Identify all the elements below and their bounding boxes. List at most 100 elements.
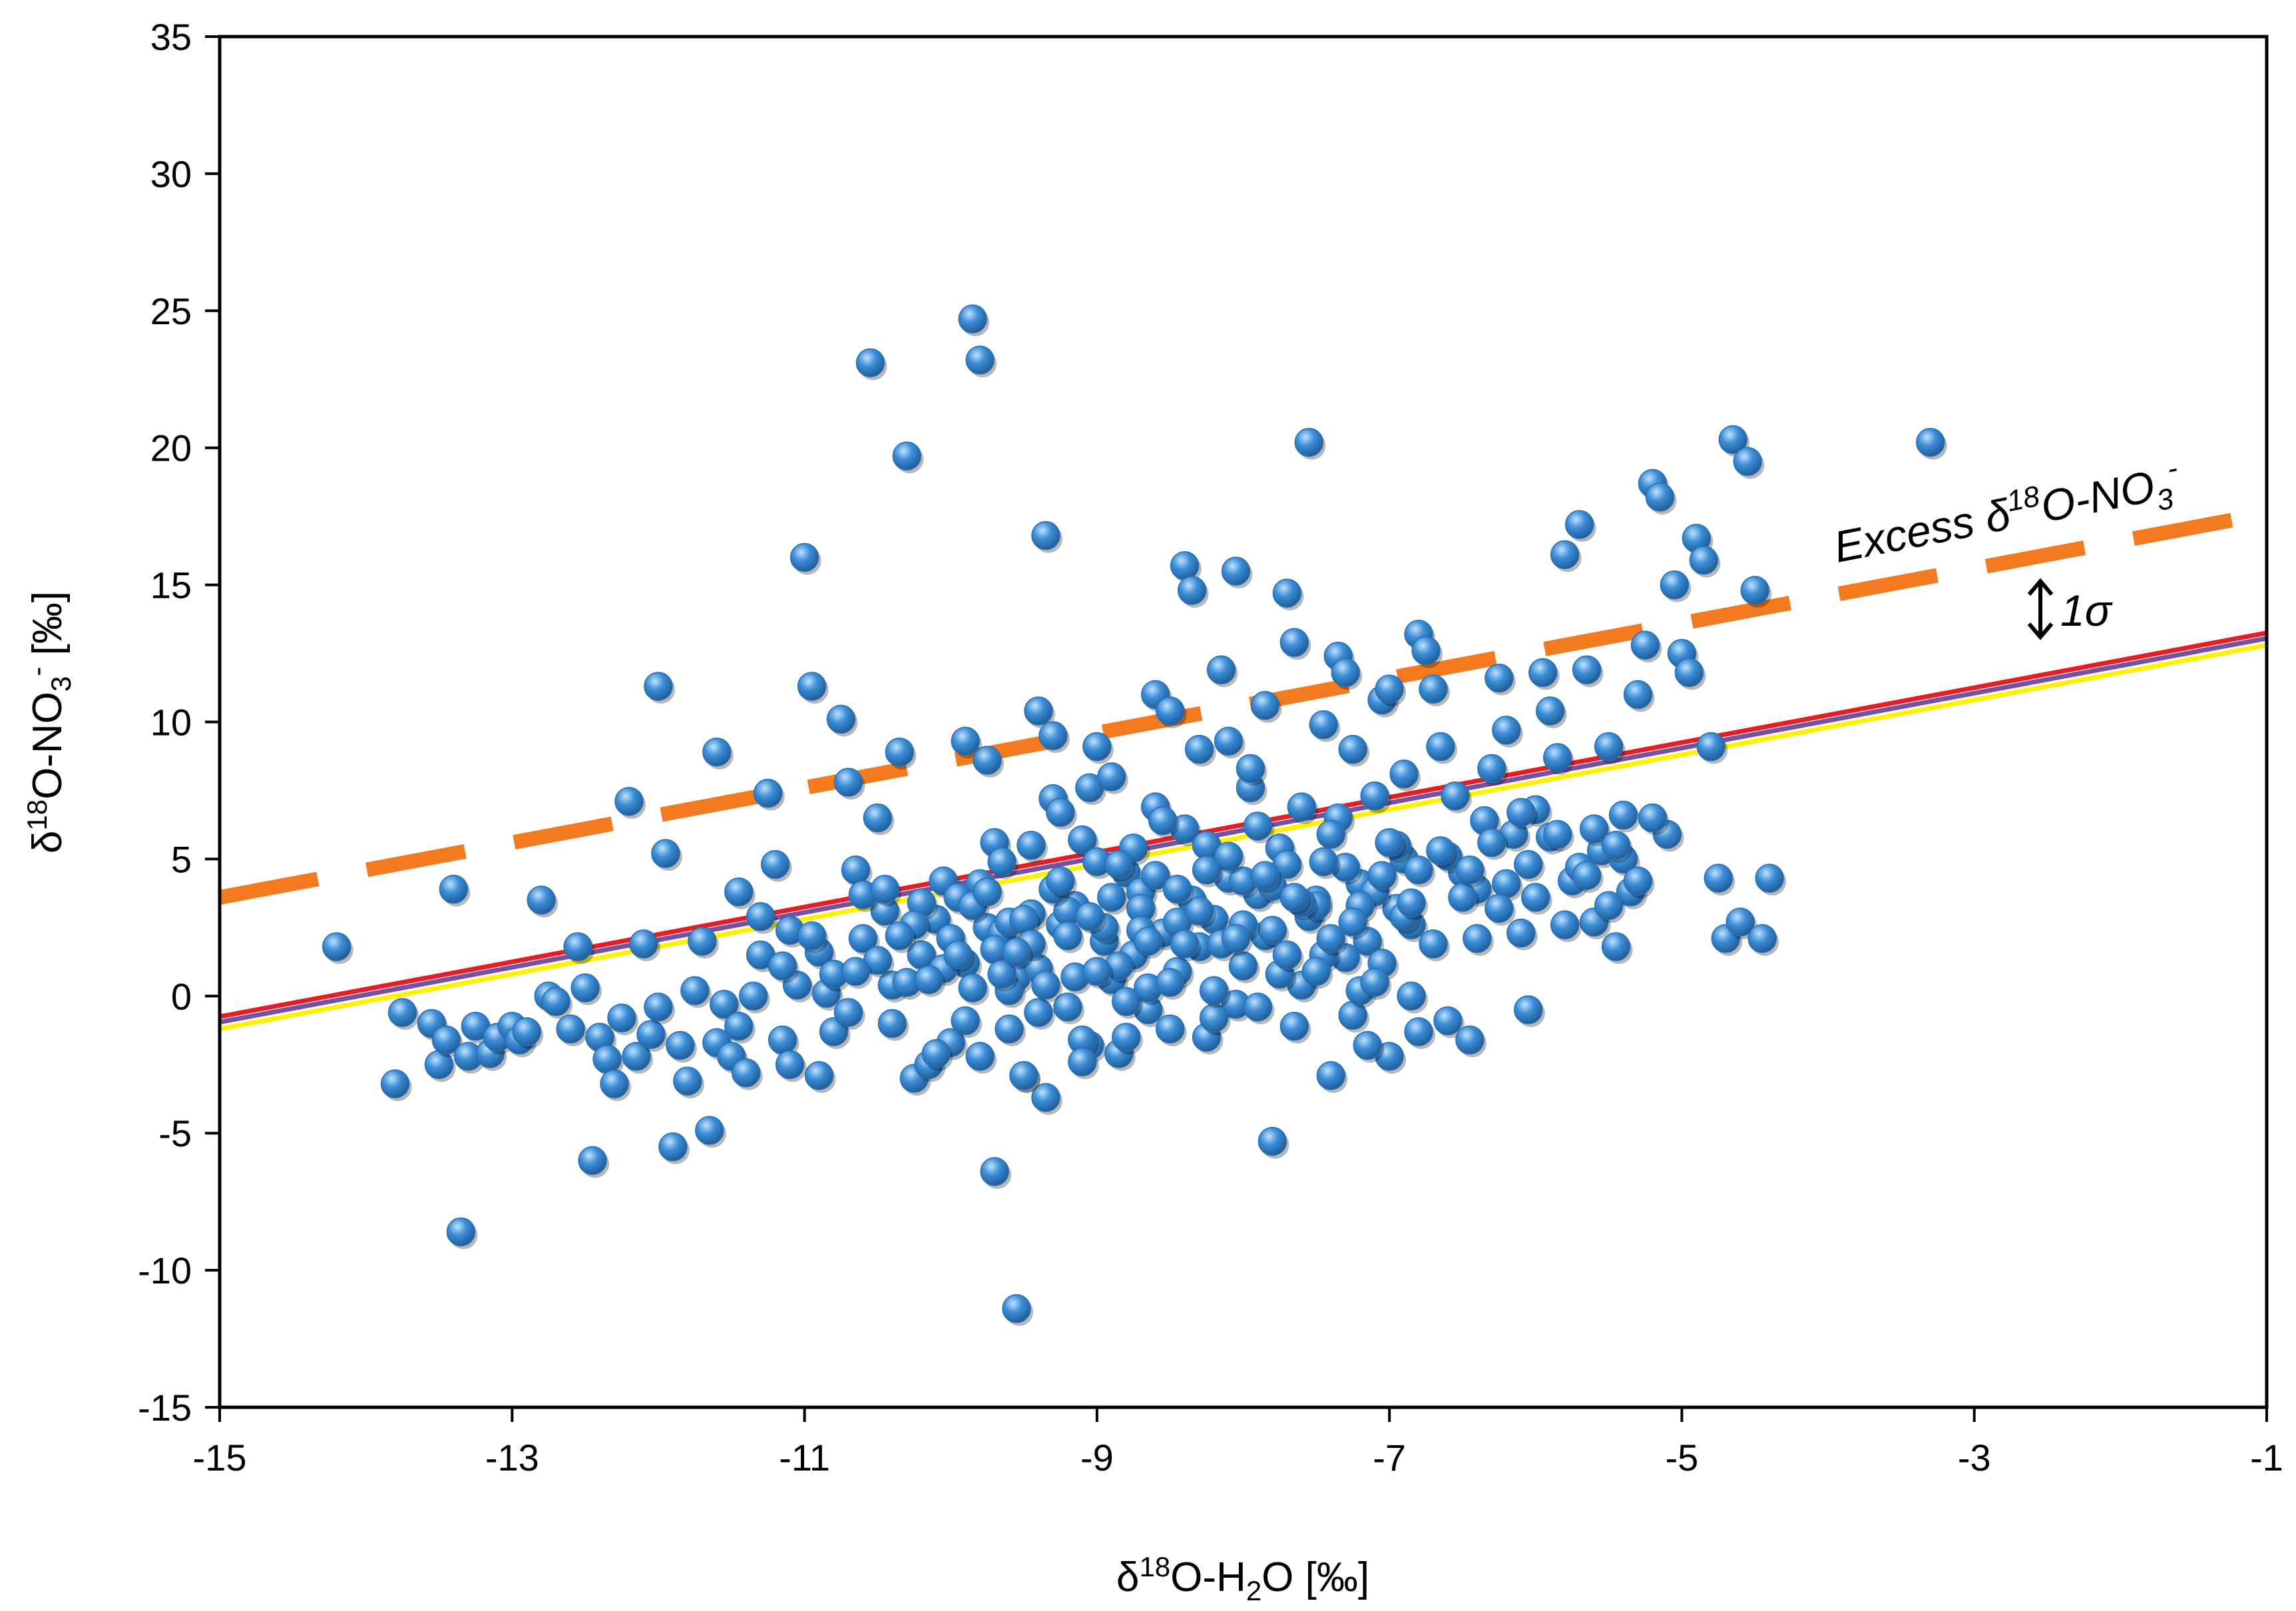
data-point — [1170, 929, 1200, 959]
data-point — [848, 924, 878, 953]
x-tick-label: -13 — [485, 1437, 539, 1479]
data-point — [666, 1031, 695, 1060]
data-point — [1521, 883, 1550, 912]
data-point — [446, 1217, 476, 1247]
x-tick-label: -11 — [779, 1437, 830, 1479]
y-axis: -15 -10 -5 0 5 10 15 20 25 30 35 — [138, 16, 220, 1429]
x-axis: -15 -13 -11 -9 -7 -5 -3 -1 — [193, 1407, 2283, 1479]
data-point — [738, 981, 768, 1011]
data-point — [1112, 987, 1141, 1017]
data-point — [600, 1069, 629, 1098]
data-point — [1038, 721, 1068, 750]
data-point — [695, 1116, 724, 1145]
y-tick-label: 30 — [150, 153, 192, 195]
data-point — [702, 738, 732, 767]
data-point — [1528, 658, 1558, 688]
data-point — [1112, 1023, 1141, 1052]
data-point — [1243, 993, 1273, 1022]
data-point — [826, 704, 856, 734]
data-point — [1455, 1025, 1485, 1054]
data-point — [1623, 866, 1653, 896]
data-point — [563, 932, 592, 961]
data-point — [322, 932, 351, 961]
data-point — [1250, 861, 1280, 890]
data-point — [1455, 855, 1485, 885]
plot-area — [220, 37, 2267, 1407]
data-point — [724, 877, 754, 907]
data-point — [980, 1157, 1009, 1186]
data-point — [1419, 929, 1448, 959]
data-point — [951, 1006, 980, 1036]
reference-lines — [220, 506, 2267, 1032]
data-point — [1301, 957, 1331, 986]
data-point — [1053, 993, 1082, 1022]
data-point — [958, 973, 987, 1003]
data-point — [833, 768, 863, 797]
data-point — [841, 855, 871, 885]
data-point — [1199, 976, 1229, 1005]
data-point — [804, 1060, 834, 1090]
data-point — [1389, 759, 1419, 789]
y-axis-title: δ18O-NO3- [‰] — [21, 591, 77, 853]
y-tick-label: -5 — [158, 1112, 192, 1154]
data-point — [1441, 781, 1470, 811]
data-point — [1031, 1082, 1060, 1112]
data-point — [1564, 510, 1594, 539]
data-point — [1608, 800, 1638, 830]
y-tick-label: -15 — [138, 1387, 192, 1429]
data-point — [1375, 674, 1404, 704]
x-axis-title: δ18O-H2O [‰] — [1116, 1551, 1369, 1606]
data-point — [607, 1003, 636, 1033]
data-point — [688, 927, 717, 956]
data-point — [622, 1042, 651, 1071]
data-point — [1155, 696, 1185, 726]
data-point — [1426, 732, 1455, 762]
data-point — [987, 847, 1017, 877]
data-point — [1294, 427, 1324, 457]
data-point — [651, 839, 680, 868]
data-point — [1660, 570, 1690, 600]
data-point — [1155, 1014, 1185, 1044]
reference-line — [220, 642, 2267, 1032]
sigma-label: 1σ — [2060, 586, 2113, 635]
data-point — [885, 738, 915, 767]
x-tick-label: -5 — [1666, 1437, 1699, 1479]
data-point — [1404, 1017, 1433, 1046]
data-point — [1053, 921, 1082, 951]
data-point — [973, 877, 1002, 907]
data-point — [1572, 655, 1602, 685]
data-point — [1360, 781, 1389, 811]
data-point — [1755, 863, 1784, 893]
data-point — [1485, 893, 1514, 923]
data-point — [1258, 1126, 1287, 1156]
data-point — [1097, 762, 1126, 792]
x-tick-label: -3 — [1958, 1437, 1991, 1479]
y-tick-label: 10 — [150, 702, 192, 744]
data-point — [1630, 630, 1660, 660]
data-point — [1645, 483, 1675, 512]
data-point — [1572, 861, 1602, 890]
data-point — [760, 849, 790, 879]
data-point — [1550, 910, 1580, 939]
data-point — [1184, 896, 1214, 926]
data-point — [673, 1066, 702, 1096]
data-point — [870, 874, 900, 904]
data-point — [855, 348, 885, 377]
data-point — [1236, 754, 1265, 784]
data-point — [1272, 940, 1302, 970]
data-point — [1638, 803, 1668, 833]
data-point — [973, 746, 1002, 775]
data-point — [1243, 811, 1273, 841]
data-point — [797, 921, 827, 951]
data-point — [1155, 967, 1185, 997]
y-tick-label: -10 — [138, 1250, 192, 1291]
data-point — [1338, 734, 1367, 764]
data-point — [1477, 827, 1506, 857]
data-point — [1601, 831, 1631, 860]
data-point — [1002, 1294, 1031, 1323]
data-point — [1031, 521, 1060, 551]
data-point — [768, 1025, 798, 1054]
data-point — [1674, 658, 1704, 688]
data-point — [1419, 674, 1448, 704]
data-point — [943, 940, 973, 970]
